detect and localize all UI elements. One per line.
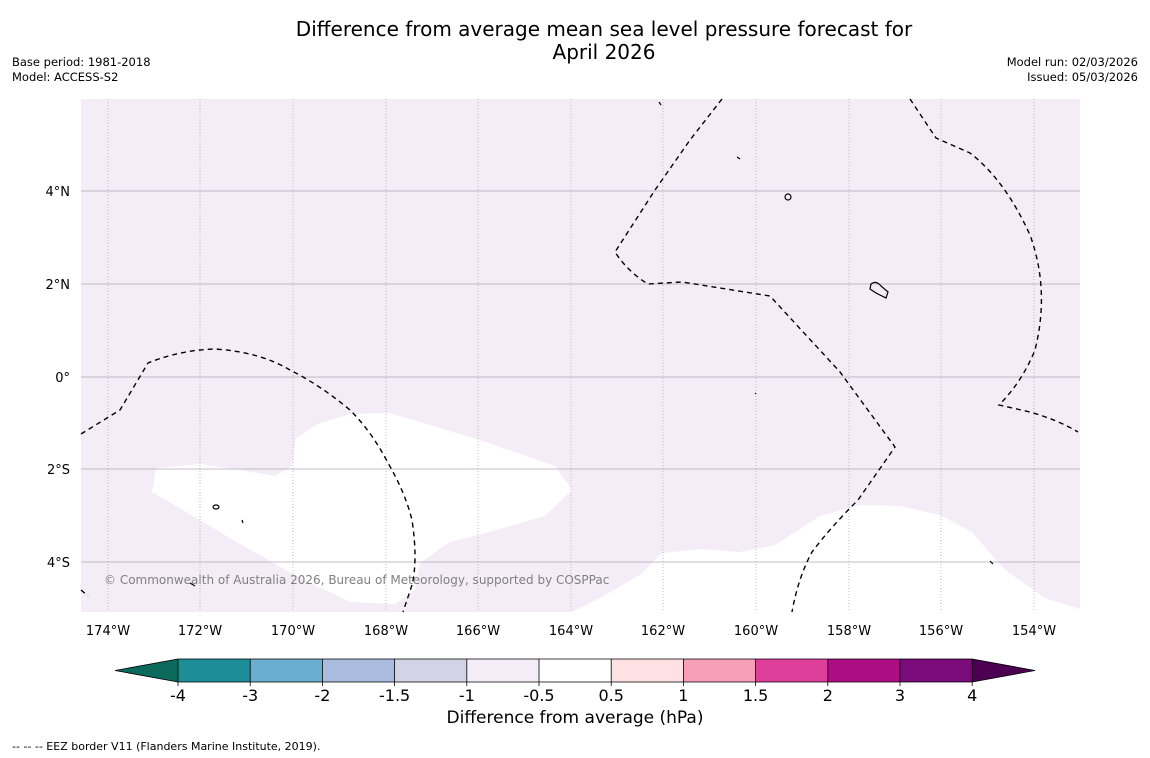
colorbar-tick-label: 3 (895, 686, 905, 705)
colorbar-segment (827, 659, 901, 682)
island (989, 560, 994, 565)
copyright-notice: © Commonwealth of Australia 2026, Bureau… (104, 573, 609, 587)
island (212, 504, 220, 510)
graticule (81, 99, 1080, 612)
lon-label: 158°W (827, 624, 871, 639)
eez-borders (80, 98, 1079, 613)
lon-label: 174°W (86, 624, 130, 639)
colorbar-tick-label: -3 (242, 686, 258, 705)
island (241, 519, 244, 524)
eez-border-line-islands (909, 98, 1079, 433)
islands (189, 101, 994, 587)
lon-label: 160°W (734, 624, 778, 639)
model-name: Model: ACCESS-S2 (12, 70, 119, 84)
island (736, 156, 741, 160)
meta-right: Model run: 02/03/2026 Issued: 05/03/2026 (1007, 55, 1138, 85)
colorbar-extend-low (115, 659, 178, 682)
colorbar-segment (611, 659, 684, 682)
colorbar-segment (900, 659, 973, 682)
issued-date: Issued: 05/03/2026 (1027, 70, 1138, 84)
eez-border-sw-corner (80, 589, 89, 597)
model-run: Model run: 02/03/2026 (1006, 55, 1138, 69)
anomaly-region-west (152, 413, 572, 604)
island (869, 281, 889, 299)
colorbar-tick-label: 2 (823, 686, 833, 705)
eez-border-kiribati-north (614, 98, 896, 613)
anomaly-region-east (572, 505, 1080, 612)
colorbar-segment (394, 659, 468, 682)
colorbar-segment (322, 659, 396, 682)
map-title: Difference from average mean sea level p… (0, 18, 1150, 64)
eez-footnote: -- -- -- EEZ border V11 (Flanders Marine… (12, 740, 321, 753)
lon-label: 156°W (919, 624, 963, 639)
lon-label: 168°W (364, 624, 408, 639)
meta-left: Base period: 1981-2018 Model: ACCESS-S2 (12, 55, 151, 85)
title-line-1: Difference from average mean sea level p… (295, 17, 913, 41)
colorbar-label: Difference from average (hPa) (446, 708, 704, 728)
colorbar-tick-label: -1 (459, 686, 475, 705)
title-line-2: April 2026 (552, 40, 656, 64)
lat-label: 4°S (47, 556, 70, 571)
lon-label: 154°W (1012, 624, 1056, 639)
lat-label: 2°N (46, 278, 71, 293)
island (189, 582, 196, 587)
colorbar-extend-high (972, 659, 1035, 682)
colorbar-tick-label: -0.5 (523, 686, 554, 705)
island (658, 101, 662, 106)
lon-label: 162°W (641, 624, 685, 639)
colorbar-tick-label: -1.5 (379, 686, 410, 705)
colorbar-tick-label: 1.5 (743, 686, 768, 705)
colorbar-tick-label: -2 (314, 686, 330, 705)
lon-label: 166°W (456, 624, 500, 639)
colorbar-segment (250, 659, 323, 682)
lon-label: 164°W (549, 624, 593, 639)
colorbar-segment (755, 659, 829, 682)
colorbar-tick-label: 1 (678, 686, 688, 705)
colorbar-tick-label: 4 (967, 686, 977, 705)
colorbar-tick-label: -4 (170, 686, 186, 705)
colorbar-segment (178, 659, 251, 682)
colorbar-segment (466, 659, 540, 682)
colorbar: -4 -3 -2 -1.5 -1 -0.5 0.5 1 1.5 2 3 4 (114, 658, 1036, 705)
base-period: Base period: 1981-2018 (12, 55, 151, 69)
colorbar-tick-label: 0.5 (598, 686, 623, 705)
lat-label: 0° (55, 371, 70, 386)
island (754, 392, 757, 395)
colorbar-segment (683, 659, 757, 682)
lat-label: 2°S (47, 463, 70, 478)
colorbar-segment (539, 659, 612, 682)
lon-label: 170°W (271, 624, 315, 639)
lat-label: 4°N (46, 185, 71, 200)
island (784, 193, 792, 201)
lon-label: 172°W (178, 624, 222, 639)
eez-border-phoenix (80, 348, 416, 613)
